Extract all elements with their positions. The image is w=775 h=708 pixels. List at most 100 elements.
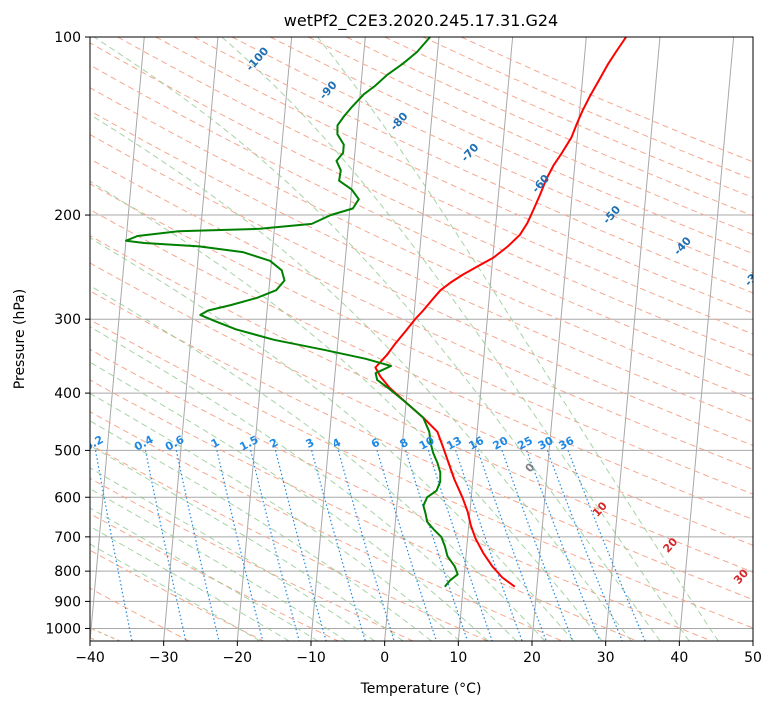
y-tick-label: 700 <box>54 530 81 546</box>
isotherm-line <box>457 37 514 641</box>
y-tick-label: 1000 <box>45 621 81 637</box>
moist-adiabat-line <box>90 113 632 641</box>
moist-adiabat-line <box>317 37 719 641</box>
dry-adiabat-line <box>90 87 753 400</box>
y-tick-label: 200 <box>54 208 81 224</box>
moist-adiabat-label: -30 <box>742 265 765 289</box>
dry-adiabat-line <box>90 477 414 641</box>
moist-adiabat-line <box>90 180 603 641</box>
mixing-ratio-line <box>455 450 523 641</box>
dry-adiabat-line <box>422 37 753 181</box>
moist-adiabat-label: -80 <box>388 109 411 133</box>
profile-series <box>125 37 627 588</box>
y-tick-label: 300 <box>54 312 81 328</box>
mixing-ratio-label: 20 <box>491 434 511 453</box>
mixing-ratio-label: 4 <box>330 436 343 451</box>
mixing-ratio-label: 13 <box>444 434 464 453</box>
moist-adiabat-line <box>90 488 347 641</box>
mixing-ratio-line <box>274 450 327 641</box>
dry-adiabat-line <box>270 37 753 255</box>
isobar-lines <box>90 37 753 629</box>
mixing-ratio-line <box>250 450 300 641</box>
mixing-ratio-label: 36 <box>557 434 577 453</box>
x-tick-label: −40 <box>75 650 105 666</box>
dry-adiabat-line <box>460 37 753 163</box>
moist-adiabat-line <box>90 420 432 641</box>
moist-adiabat-label: -50 <box>600 203 623 227</box>
dry-adiabat-line <box>384 37 753 199</box>
plot-frame <box>89 36 754 642</box>
mixing-ratio-line <box>546 450 623 641</box>
isotherm-label: 30 <box>731 566 751 586</box>
dry-adiabat-line <box>90 183 753 495</box>
isotherm-line <box>310 37 366 641</box>
mixing-ratio-line <box>501 450 574 641</box>
mixing-ratio-line <box>427 450 493 641</box>
x-axis-ticks: −40 −30 −20 −10 0 10 20 30 40 50 <box>75 641 762 666</box>
isotherm-label: 20 <box>660 535 680 555</box>
isotherm-line <box>752 635 753 641</box>
dry-adiabat-line <box>90 587 190 641</box>
mixing-ratio-line <box>175 450 220 641</box>
dry-adiabat-line <box>90 133 753 447</box>
mixing-ratio-label: 16 <box>466 434 486 453</box>
isotherm-line <box>605 37 661 641</box>
temperature-profile <box>374 37 627 588</box>
mixing-ratio-line <box>376 450 437 641</box>
x-tick-label: −20 <box>223 650 253 666</box>
y-axis-ticks: 100 200 300 400 500 600 700 800 900 1000 <box>45 30 90 637</box>
y-axis-label: Pressure (hPa) <box>12 289 28 389</box>
moist-adiabat-line <box>90 285 546 641</box>
mixing-ratio-line <box>311 450 366 641</box>
chart-title: wetPf2_C2E3.2020.245.17.31.G24 <box>284 11 558 31</box>
mixing-ratio-line <box>94 450 133 641</box>
x-tick-label: 0 <box>380 650 389 666</box>
dry-adiabat-line <box>90 262 753 573</box>
y-tick-label: 600 <box>54 490 81 506</box>
mixing-ratio-label: 10 <box>417 434 437 453</box>
isotherm-line <box>163 37 219 641</box>
x-tick-label: 50 <box>744 650 762 666</box>
mixing-ratio-lines <box>94 450 646 641</box>
x-tick-label: −10 <box>296 650 326 666</box>
dewpoint-profile <box>125 37 459 588</box>
isotherm-line <box>236 37 293 641</box>
mixing-ratio-line <box>144 450 187 641</box>
y-tick-label: 400 <box>54 386 81 402</box>
mixing-ratio-label: 3 <box>304 436 317 451</box>
moist-adiabat-line <box>90 326 517 641</box>
y-tick-label: 500 <box>54 443 81 459</box>
mixing-ratio-label: 6 <box>369 436 382 451</box>
moist-adiabat-line <box>90 444 404 641</box>
y-tick-label: 800 <box>54 564 81 580</box>
moist-adiabat-line <box>90 525 290 641</box>
mixing-ratio-line <box>567 450 646 641</box>
moist-adiabat-line <box>90 507 318 641</box>
dry-adiabat-line <box>90 158 753 471</box>
moist-adiabat-line <box>93 37 661 641</box>
dry-adiabat-line <box>231 37 753 274</box>
isotherm-line <box>90 37 145 641</box>
moist-adiabat-line <box>90 361 489 641</box>
isotherm-line <box>678 37 735 641</box>
moist-adiabat-line <box>90 237 574 641</box>
mixing-ratio-line <box>477 450 547 641</box>
x-tick-label: 40 <box>670 650 688 666</box>
moist-adiabats <box>90 37 719 641</box>
mixing-ratio-line <box>405 450 469 641</box>
x-axis-label: Temperature (°C) <box>360 681 482 697</box>
moist-adiabat-label: -40 <box>671 234 694 258</box>
y-tick-label: 900 <box>54 594 81 610</box>
dry-adiabat-line <box>90 110 753 423</box>
x-tick-label: −30 <box>149 650 179 666</box>
mixing-ratio-label: 25 <box>515 434 535 453</box>
dry-adiabat-line <box>193 37 753 294</box>
x-tick-label: 30 <box>597 650 615 666</box>
moist-adiabat-line <box>90 543 261 641</box>
mixing-ratio-label: 30 <box>536 434 556 453</box>
mixing-ratio-line <box>216 450 264 641</box>
isotherm-label: 10 <box>590 499 610 519</box>
dry-adiabats <box>90 37 753 641</box>
isotherm-lines <box>90 37 753 641</box>
